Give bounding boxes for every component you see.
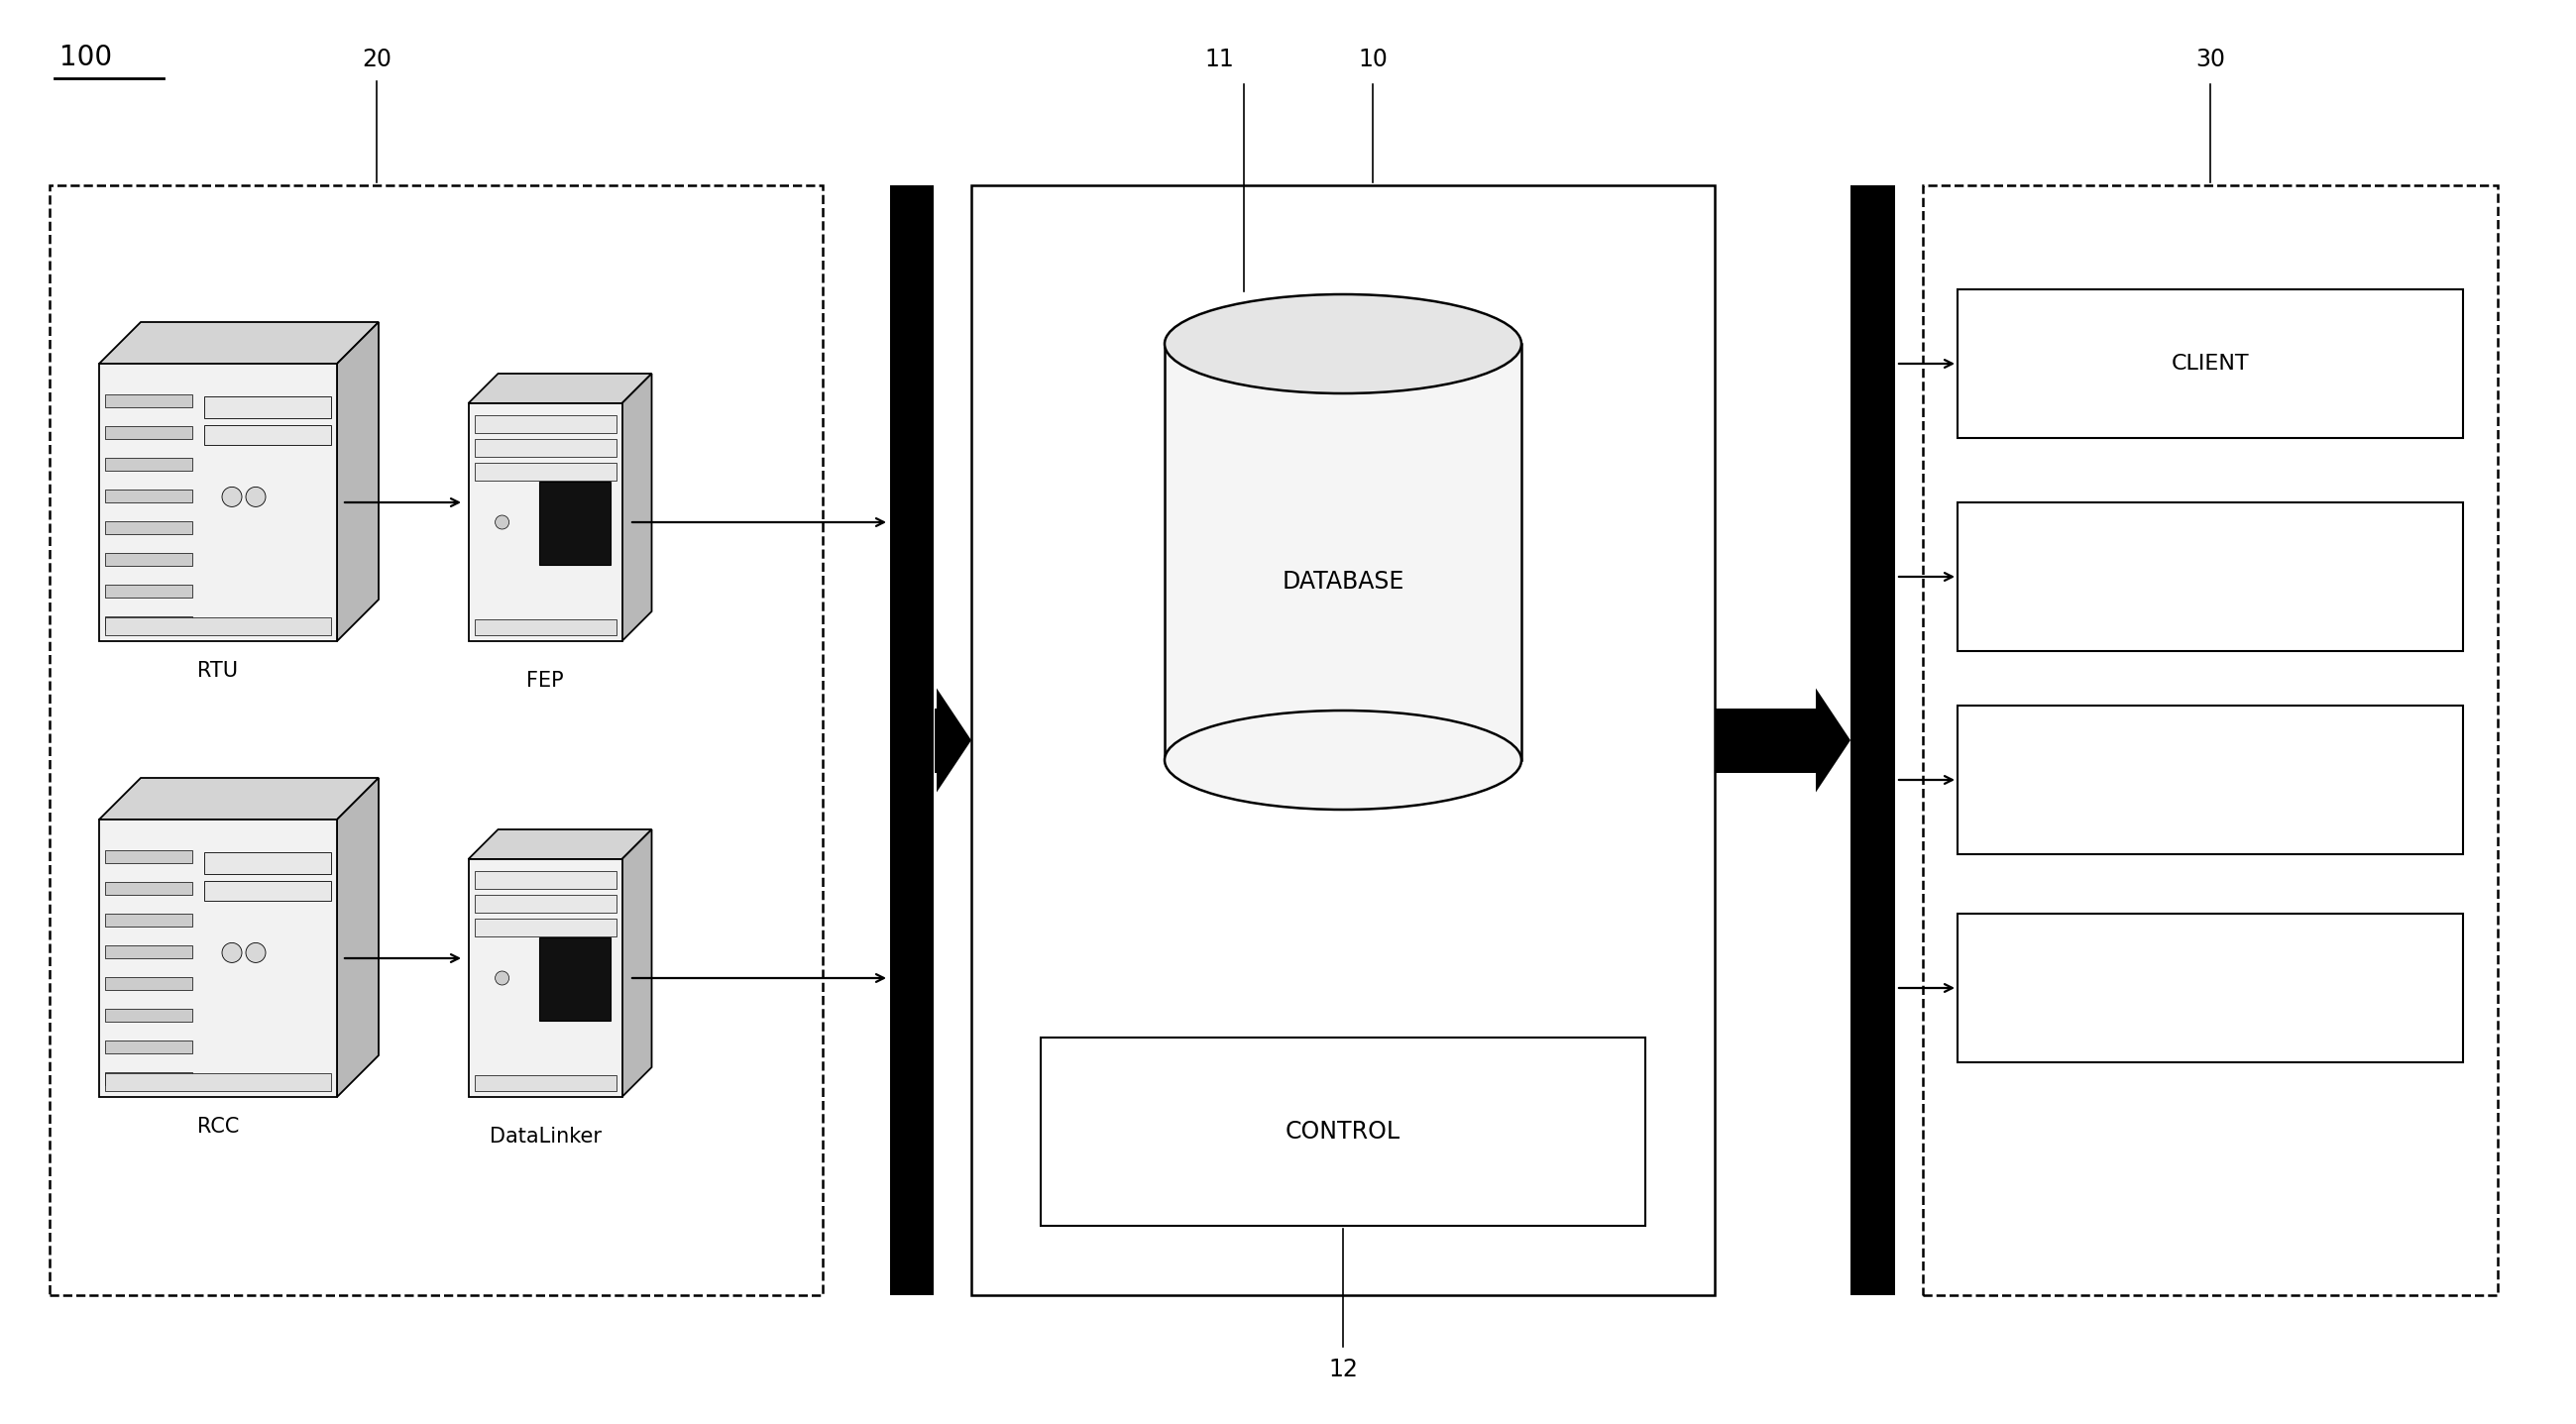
Bar bbox=[106, 490, 193, 503]
Text: DATABASE: DATABASE bbox=[1283, 570, 1404, 594]
Bar bbox=[1922, 185, 2499, 1296]
Polygon shape bbox=[469, 373, 652, 403]
Polygon shape bbox=[938, 688, 971, 792]
Circle shape bbox=[222, 943, 242, 963]
Bar bbox=[1164, 343, 1522, 760]
Bar bbox=[204, 396, 332, 419]
Circle shape bbox=[245, 943, 265, 963]
Bar bbox=[106, 553, 193, 565]
Bar bbox=[106, 977, 193, 990]
Bar bbox=[1958, 705, 2463, 854]
Bar bbox=[474, 871, 616, 889]
Bar bbox=[106, 521, 193, 534]
Bar bbox=[106, 1072, 193, 1085]
Polygon shape bbox=[98, 322, 379, 363]
Bar bbox=[98, 363, 337, 641]
Bar bbox=[204, 426, 332, 444]
Circle shape bbox=[222, 487, 242, 507]
Bar bbox=[469, 403, 621, 641]
Bar bbox=[1958, 503, 2463, 651]
Bar bbox=[106, 617, 193, 629]
Circle shape bbox=[245, 487, 265, 507]
Bar bbox=[106, 914, 193, 927]
Bar bbox=[49, 185, 822, 1296]
Bar bbox=[106, 618, 332, 635]
Polygon shape bbox=[337, 778, 379, 1096]
Text: CONTROL: CONTROL bbox=[1285, 1119, 1401, 1143]
Bar bbox=[1958, 289, 2463, 439]
Bar bbox=[971, 185, 1716, 1296]
Bar bbox=[474, 463, 616, 481]
Polygon shape bbox=[98, 778, 379, 820]
Polygon shape bbox=[621, 829, 652, 1096]
Bar bbox=[106, 394, 193, 407]
Text: 20: 20 bbox=[361, 47, 392, 71]
Bar bbox=[106, 881, 193, 894]
Bar bbox=[474, 439, 616, 457]
Polygon shape bbox=[337, 322, 379, 641]
Bar bbox=[106, 850, 193, 863]
Bar bbox=[204, 852, 332, 874]
Text: RCC: RCC bbox=[196, 1116, 240, 1136]
Bar bbox=[98, 820, 337, 1096]
Bar bbox=[474, 416, 616, 433]
Bar bbox=[1852, 185, 1896, 1296]
Bar bbox=[106, 1074, 332, 1091]
Bar bbox=[1041, 1038, 1646, 1226]
Bar bbox=[538, 937, 611, 1021]
Bar bbox=[106, 426, 193, 439]
Bar bbox=[469, 859, 621, 1096]
Text: 10: 10 bbox=[1358, 47, 1388, 71]
Bar bbox=[1716, 708, 1816, 772]
Polygon shape bbox=[1816, 688, 1850, 792]
Bar bbox=[106, 459, 193, 471]
Ellipse shape bbox=[1164, 711, 1522, 810]
Bar bbox=[106, 1041, 193, 1054]
Circle shape bbox=[495, 515, 510, 530]
Bar bbox=[474, 918, 616, 937]
Circle shape bbox=[495, 971, 510, 985]
Text: 30: 30 bbox=[2195, 47, 2226, 71]
Text: CLIENT: CLIENT bbox=[2172, 353, 2249, 373]
Polygon shape bbox=[621, 373, 652, 641]
Bar bbox=[538, 481, 611, 565]
Bar bbox=[1958, 914, 2463, 1062]
Bar bbox=[106, 946, 193, 958]
Text: FEP: FEP bbox=[526, 671, 564, 691]
Bar bbox=[474, 619, 616, 635]
Bar bbox=[106, 1008, 193, 1021]
Text: 12: 12 bbox=[1329, 1357, 1358, 1381]
Text: DataLinker: DataLinker bbox=[489, 1126, 600, 1146]
Text: 100: 100 bbox=[59, 44, 113, 71]
Bar bbox=[889, 185, 935, 1296]
Bar bbox=[106, 585, 193, 598]
Bar bbox=[474, 1075, 616, 1091]
Polygon shape bbox=[469, 829, 652, 859]
Text: RTU: RTU bbox=[198, 661, 240, 681]
Bar bbox=[204, 881, 332, 901]
Ellipse shape bbox=[1164, 295, 1522, 393]
Text: 11: 11 bbox=[1206, 47, 1234, 71]
Bar bbox=[474, 894, 616, 913]
